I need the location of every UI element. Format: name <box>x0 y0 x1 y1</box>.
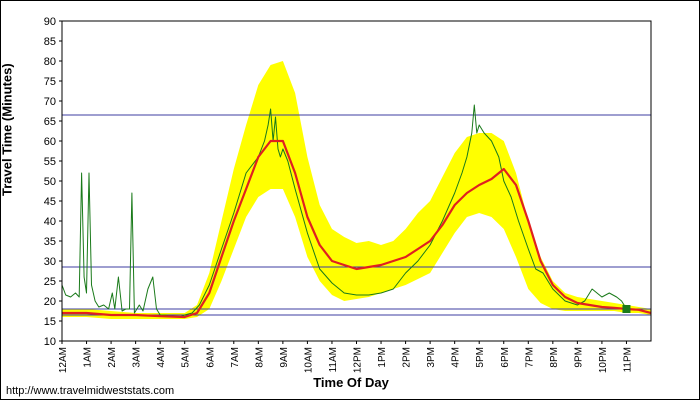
x-tick-label: 6AM <box>205 347 216 368</box>
x-tick-label: 10AM <box>303 347 314 373</box>
x-tick-label: 12AM <box>58 347 69 373</box>
y-tick-label: 35 <box>44 236 56 248</box>
y-tick-label: 70 <box>44 96 56 108</box>
x-axis-label: Time Of Day <box>313 375 389 390</box>
y-tick-label: 75 <box>44 76 56 88</box>
y-tick-label: 55 <box>44 156 56 168</box>
x-tick-label: 4PM <box>451 347 462 368</box>
x-tick-label: 2AM <box>107 347 118 368</box>
x-tick-label: 3AM <box>132 347 143 368</box>
y-tick-label: 65 <box>44 116 56 128</box>
y-tick-label: 80 <box>44 56 56 68</box>
source-link[interactable]: http://www.travelmidweststats.com <box>6 385 175 397</box>
x-tick-label: 8AM <box>254 347 265 368</box>
x-tick-label: 7AM <box>230 347 241 368</box>
x-tick-label: 3PM <box>426 347 437 368</box>
x-tick-label: 12PM <box>353 347 364 373</box>
y-axis-label: Travel Time (Minutes) <box>0 63 15 196</box>
current-series-line <box>61 104 627 318</box>
x-tick-label: 8PM <box>549 347 560 368</box>
y-tick-label: 40 <box>44 216 56 228</box>
y-tick-label: 60 <box>44 136 56 148</box>
average-series-line <box>62 139 652 319</box>
x-tick-label: 4AM <box>156 347 167 368</box>
x-tick-label: 9PM <box>573 347 584 368</box>
x-tick-label: 6PM <box>500 347 511 368</box>
x-tick-label: 5AM <box>181 347 192 368</box>
y-tick-label: 85 <box>44 36 56 48</box>
y-tick-label: 20 <box>44 296 56 308</box>
x-tick-label: 5PM <box>475 347 486 368</box>
y-tick-label: 15 <box>44 316 56 328</box>
x-tick-label: 1AM <box>83 347 94 368</box>
x-tick-label: 11PM <box>622 347 633 372</box>
x-tick-label: 11AM <box>328 347 339 372</box>
y-tick-label: 25 <box>44 276 56 288</box>
x-tick-label: 7PM <box>524 347 535 368</box>
y-tick-label: 90 <box>44 16 56 28</box>
y-tick-label: 50 <box>44 176 56 188</box>
x-tick-label: 9AM <box>279 347 290 368</box>
x-tick-label: 1PM <box>377 347 388 368</box>
current-time-marker <box>622 305 631 313</box>
y-tick-label: 10 <box>44 336 56 348</box>
y-tick-label: 30 <box>44 256 56 268</box>
x-tick-label: 10PM <box>598 347 609 373</box>
x-tick-label: 2PM <box>402 347 413 368</box>
y-tick-label: 45 <box>44 196 56 208</box>
